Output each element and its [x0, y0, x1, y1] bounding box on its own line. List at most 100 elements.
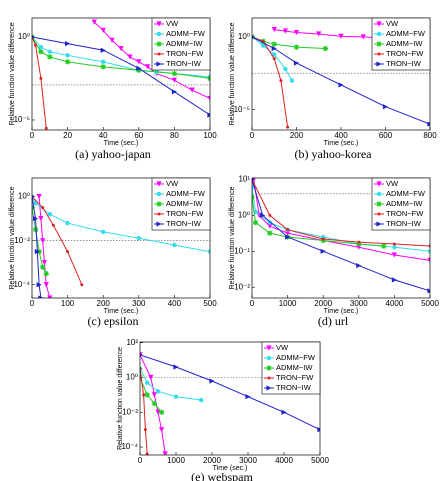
- marker: [271, 41, 277, 47]
- legend-marker: [376, 221, 382, 227]
- y-axis-label: Relative function value difference: [229, 186, 236, 289]
- y-tick-label: 10⁻⁵: [14, 115, 30, 124]
- marker: [172, 242, 177, 248]
- y-tick-label: 10²: [126, 338, 138, 347]
- legend-marker: [157, 52, 161, 56]
- legend-label: TRON−IW: [386, 219, 422, 228]
- marker: [199, 397, 204, 403]
- marker: [321, 237, 325, 241]
- legend-label: VW: [276, 343, 289, 352]
- x-tick-label: 100: [61, 299, 75, 308]
- x-tick-label: 0: [30, 299, 35, 308]
- legend-marker: [376, 31, 382, 37]
- legend-label: VW: [386, 179, 399, 188]
- marker: [391, 277, 397, 283]
- marker: [32, 195, 35, 198]
- marker: [427, 249, 430, 254]
- caption: (c) epsilon: [88, 314, 139, 328]
- marker: [36, 282, 42, 288]
- legend-label: VW: [166, 19, 179, 28]
- x-tick-label: 40: [99, 131, 108, 140]
- legend-marker: [156, 61, 162, 67]
- marker: [100, 47, 106, 53]
- legend-marker: [376, 201, 382, 207]
- marker: [65, 220, 70, 226]
- marker: [289, 78, 295, 83]
- x-tick-label: 0: [138, 456, 143, 465]
- axes-frame: [31, 17, 211, 131]
- marker: [127, 54, 133, 60]
- marker: [317, 427, 320, 433]
- series-group: [32, 19, 210, 130]
- marker: [207, 249, 210, 254]
- marker: [65, 41, 71, 47]
- marker: [286, 125, 290, 129]
- marker: [32, 35, 35, 39]
- x-tick-label: 3000: [239, 456, 257, 465]
- legend-marker: [376, 191, 382, 197]
- legend-label: TRON−FW: [386, 209, 424, 218]
- legend-marker: [266, 345, 272, 351]
- marker: [47, 54, 53, 60]
- marker: [209, 378, 215, 384]
- legend-label: ADMM−IW: [166, 199, 203, 208]
- marker: [142, 393, 146, 397]
- marker: [427, 257, 430, 263]
- marker: [260, 212, 266, 218]
- legend-label: VW: [166, 179, 179, 188]
- y-tick-label: 10⁻¹: [234, 246, 250, 255]
- caption: (d) url: [318, 314, 349, 328]
- marker: [171, 89, 177, 95]
- marker: [252, 219, 259, 226]
- series-group: [32, 194, 210, 298]
- legend-label: ADMM−IW: [166, 39, 203, 48]
- marker: [171, 70, 177, 77]
- x-tick-label: 200: [97, 299, 111, 308]
- series-line: [252, 186, 430, 252]
- series-line: [252, 36, 430, 125]
- marker: [272, 57, 276, 61]
- legend-marker: [376, 61, 382, 67]
- marker: [32, 216, 39, 222]
- x-tick-label: 200: [290, 131, 304, 140]
- legend-marker: [156, 201, 162, 207]
- marker: [47, 49, 52, 54]
- legend-label: ADMM−FW: [166, 189, 206, 198]
- marker: [162, 451, 168, 455]
- marker: [283, 66, 288, 72]
- x-tick-label: 1000: [279, 299, 297, 308]
- marker: [91, 19, 97, 25]
- legend-marker: [266, 365, 272, 371]
- marker: [207, 112, 210, 118]
- legend-marker: [376, 41, 382, 47]
- marker: [41, 206, 45, 210]
- x-axis-label: Time (sec.): [324, 140, 359, 147]
- marker: [173, 364, 179, 370]
- marker: [281, 409, 287, 415]
- marker: [267, 223, 273, 229]
- series-line: [38, 196, 51, 298]
- marker: [171, 77, 177, 83]
- x-tick-label: 500: [203, 299, 217, 308]
- x-tick-label: 400: [334, 131, 348, 140]
- marker: [148, 374, 154, 381]
- marker: [47, 211, 52, 217]
- marker: [34, 248, 40, 255]
- legend-marker: [156, 41, 162, 47]
- y-axis-label: Relative function value difference: [229, 22, 236, 125]
- x-tick-label: 600: [379, 131, 393, 140]
- marker: [271, 26, 277, 33]
- marker: [338, 33, 344, 39]
- marker: [47, 295, 53, 298]
- marker: [38, 44, 44, 50]
- x-axis-label: Time (sec.): [324, 308, 359, 315]
- marker: [252, 35, 255, 39]
- marker: [39, 76, 43, 80]
- marker: [66, 250, 70, 254]
- marker: [189, 87, 195, 93]
- series-group: [140, 352, 320, 455]
- legend-marker: [156, 191, 162, 197]
- series-line: [32, 36, 47, 129]
- legend-marker: [157, 212, 161, 216]
